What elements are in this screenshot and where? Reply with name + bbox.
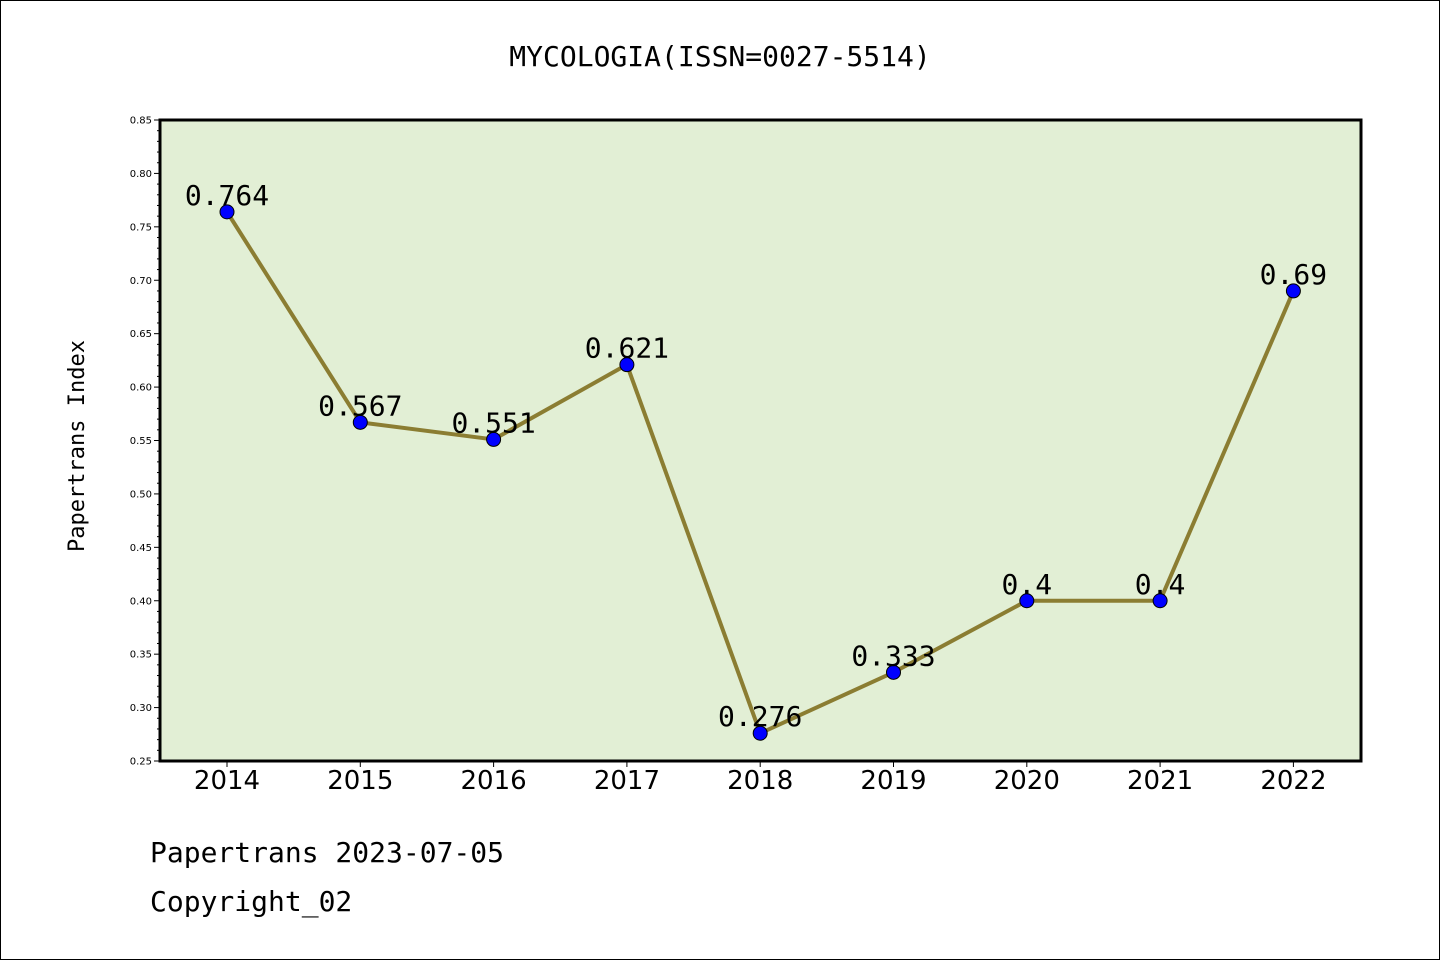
data-point [619,357,635,373]
data-label: 0.4 [1135,568,1186,601]
y-tick-label: 0.45 [130,543,152,554]
data-point [486,431,502,447]
plot-border [158,118,1363,763]
x-tick-label: 2016 [461,766,527,796]
y-tick-label: 0.35 [130,650,152,661]
data-label: 0.621 [585,332,669,365]
x-tick-label: 2020 [994,766,1060,796]
data-label: 0.764 [185,179,269,212]
y-tick-label: 0.80 [130,169,152,180]
x-axis-ticks: 2014 2015 2016 2017 2018 2019 2020 2021 2022 [194,761,1326,796]
data-point [886,664,901,680]
x-tick-label: 2021 [1127,766,1193,796]
data-label: 0.333 [851,639,935,672]
data-label: 0.4 [1002,568,1053,601]
data-point [1152,593,1168,609]
data-label: 0.567 [318,389,402,422]
y-tick-label: 0.25 [130,757,152,768]
data-point [1019,593,1035,609]
y-tick-label: 0.50 [130,489,152,500]
x-tick-label: 2015 [327,766,393,796]
data-label: 0.69 [1260,258,1327,291]
data-point [752,725,768,741]
y-tick-label: 0.85 [130,116,152,127]
x-tick-label: 2017 [594,766,660,796]
footer-copyright: Copyright_02 [150,885,353,918]
plot-area [160,120,1361,761]
y-tick-label: 0.70 [130,276,152,287]
data-point [352,414,368,430]
y-tick-label: 0.65 [130,329,152,340]
data-labels: 0.764 0.567 0.551 0.621 0.276 0.333 0.4 0.4 0.69 [185,179,1327,733]
series-index [219,204,1301,741]
y-tick-label: 0.60 [130,383,152,394]
data-point [1285,283,1301,299]
y-tick-label: 0.75 [130,222,152,233]
x-tick-label: 2014 [194,766,260,796]
data-label: 0.276 [718,700,802,733]
y-axis-label: Papertrans Index [65,340,90,552]
y-axis-ticks: 0.25 0.30 0.35 0.40 0.45 0.50 0.55 0.60 0.65 0.70… [130,116,160,768]
data-point [219,204,235,220]
y-tick-label: 0.30 [130,703,152,714]
footer-date: Papertrans 2023-07-05 [150,836,505,869]
x-tick-label: 2019 [860,766,926,796]
x-tick-label: 2022 [1260,766,1326,796]
y-tick-label: 0.55 [130,436,152,447]
chart-title: MYCOLOGIA(ISSN=0027-5514) [509,40,930,73]
y-tick-label: 0.40 [130,596,152,607]
x-tick-label: 2018 [727,766,793,796]
data-label: 0.551 [451,406,535,439]
